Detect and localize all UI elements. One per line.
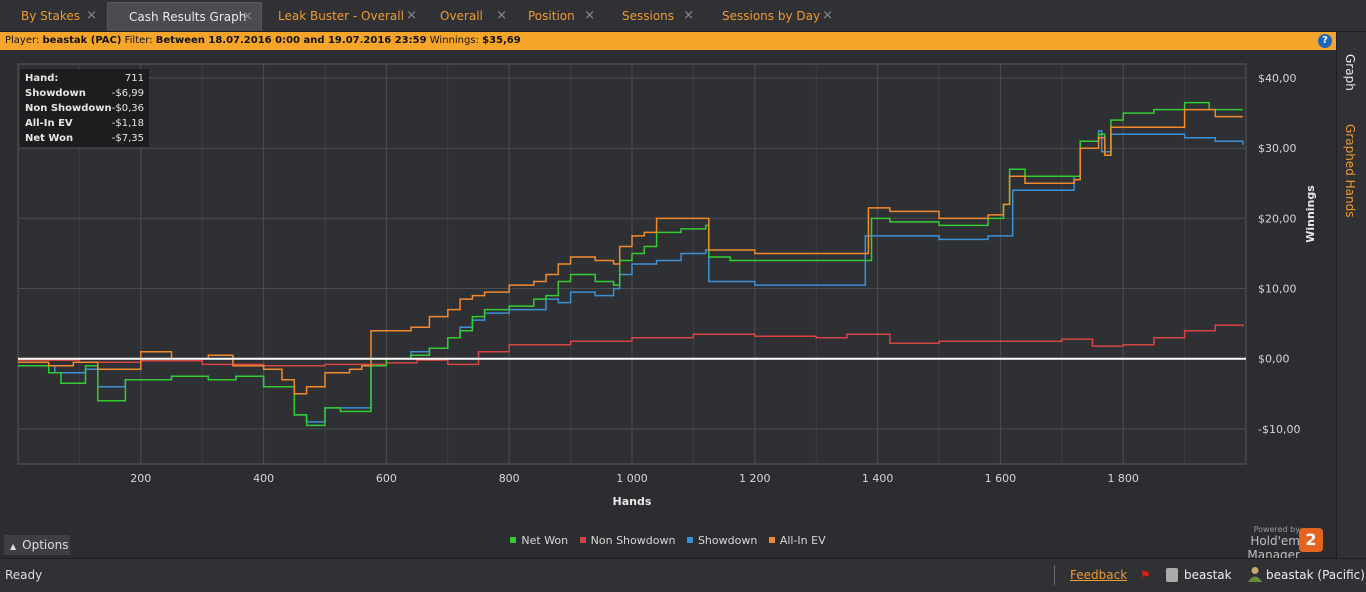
legend-non-showdown[interactable]: Non Showdown [579,534,676,547]
close-icon[interactable]: × [242,9,253,24]
stat-row-hand: Hand: 711 [25,71,144,86]
options-button[interactable]: ▲ Options [4,535,70,555]
legend-swatch [510,537,517,543]
x-tick-label: 1 800 [1107,472,1139,485]
tab-sessions[interactable]: Sessions × [601,2,702,31]
player-label: Player: [5,35,40,46]
legend-swatch [686,537,693,543]
results-chart[interactable]: 200 400 600 800 1 000 1 200 1 400 1 600 1 800 -$1… [0,50,1336,528]
series-line-net-won [18,101,1243,427]
x-tick-label: 1 000 [616,472,648,485]
powered-by: Powered by Hold'em Manager [1196,525,1300,562]
chart-area: 200 400 600 800 1 000 1 200 1 400 1 600 1 800 -$1… [0,50,1336,562]
side-tab-graph[interactable]: Graph [1343,54,1357,91]
tab-position[interactable]: Position × [507,2,603,31]
close-icon[interactable]: × [822,8,833,23]
x-tick-label: 800 [499,472,520,485]
close-icon[interactable]: × [496,8,507,23]
status-bar: Ready Feedback ⚑ beastak beastak (Pacifi… [0,558,1366,592]
stat-row-allin-ev: All-In EV -$1,18 [25,116,144,131]
y-tick-label: -$10,00 [1258,423,1300,436]
series-line-all-in-ev [18,108,1243,395]
x-tick-label: 200 [130,472,151,485]
stat-row-non-showdown: Non Showdown -$0,36 [25,101,144,116]
hand-stats-box: Hand: 711 Showdown -$6,99 Non Showdown -$0,… [20,69,149,147]
user-icon [1248,567,1262,582]
status-divider [1054,565,1055,585]
close-icon[interactable]: × [406,8,417,23]
close-icon[interactable]: × [86,8,97,23]
legend-swatch [768,537,775,543]
series-line-non-showdown [18,324,1244,367]
side-tab-panel: Graph Graphed Hands [1336,32,1366,558]
legend-label: Non Showdown [590,534,676,547]
x-tick-label: 400 [253,472,274,485]
x-tick-label: 1 200 [739,472,771,485]
close-icon[interactable]: × [683,8,694,23]
chart-legend: Net Won Non Showdown Showdown All-In EV [0,534,1336,547]
stat-label: Net Won [25,133,74,144]
y-tick-label: $40,00 [1258,72,1297,85]
tab-bar: By Stakes × Cash Results Graph × Leak Bust… [0,0,1366,32]
legend-showdown[interactable]: Showdown [686,534,758,547]
y-tick-label: $30,00 [1258,142,1297,155]
powered-by-text: Powered by [1253,525,1300,534]
tab-label: Cash Results Graph [129,10,247,24]
database-name[interactable]: beastak [1184,568,1232,582]
tab-cash-results-graph[interactable]: Cash Results Graph × [107,2,262,31]
y-tick-label: $20,00 [1258,212,1297,225]
stat-value: -$0,36 [111,103,144,114]
legend-label: Showdown [697,534,758,547]
legend-label: All-In EV [779,534,826,547]
tab-label: By Stakes [21,9,80,23]
winnings-value: $35,69 [482,35,521,46]
filter-value: Between 18.07.2016 0:00 and 19.07.2016 2… [155,35,427,46]
options-label: Options [22,538,69,552]
legend-allin-ev[interactable]: All-In EV [768,534,826,547]
stat-label: Hand: [25,73,59,84]
hm2-logo-icon: 2 [1299,528,1323,552]
winnings-label: Winnings: [429,35,479,46]
filter-info-bar: Player: beastak (PAC) Filter: Between 18… [0,32,1336,50]
stat-label: Non Showdown [25,103,112,114]
stat-row-net-won: Net Won -$7,35 [25,131,144,146]
stat-label: Showdown [25,88,86,99]
stat-value: -$6,99 [111,88,144,99]
stat-value: -$1,18 [111,118,144,129]
tab-sessions-by-day[interactable]: Sessions by Day × [701,2,841,31]
x-tick-label: 1 400 [862,472,894,485]
player-name: beastak (PAC) [42,35,122,46]
stat-value: -$7,35 [111,133,144,144]
tab-overall[interactable]: Overall × [419,2,515,31]
close-icon[interactable]: × [584,8,595,23]
x-tick-label: 600 [376,472,397,485]
tab-leak-buster[interactable]: Leak Buster - Overall × [257,2,425,31]
tab-label: Leak Buster - Overall [278,9,404,23]
legend-swatch [579,537,586,543]
y-axis-label: Winnings [1304,185,1317,243]
feedback-link[interactable]: Feedback [1070,568,1128,582]
database-icon [1166,568,1178,582]
status-text: Ready [5,568,43,582]
tab-label: Sessions by Day [722,9,821,23]
stat-row-showdown: Showdown -$6,99 [25,86,144,101]
y-tick-label: $10,00 [1258,283,1297,296]
tab-label: Position [528,9,575,23]
flag-icon[interactable]: ⚑ [1140,568,1151,582]
chevron-up-icon: ▲ [10,542,17,551]
side-tab-graphed-hands[interactable]: Graphed Hands [1343,124,1357,218]
help-icon[interactable]: ? [1318,34,1332,48]
tab-by-stakes[interactable]: By Stakes × [0,2,105,31]
stat-value: 711 [124,73,144,84]
legend-net-won[interactable]: Net Won [510,534,568,547]
x-tick-label: 1 600 [985,472,1017,485]
x-axis-label: Hands [613,495,652,508]
player-name-status[interactable]: beastak (Pacific) [1266,568,1365,582]
tab-label: Sessions [622,9,675,23]
tab-label: Overall [440,9,483,23]
legend-label: Net Won [521,534,569,547]
y-tick-label: $0,00 [1258,353,1290,366]
stat-label: All-In EV [25,118,73,129]
filter-label: Filter: [124,35,153,46]
